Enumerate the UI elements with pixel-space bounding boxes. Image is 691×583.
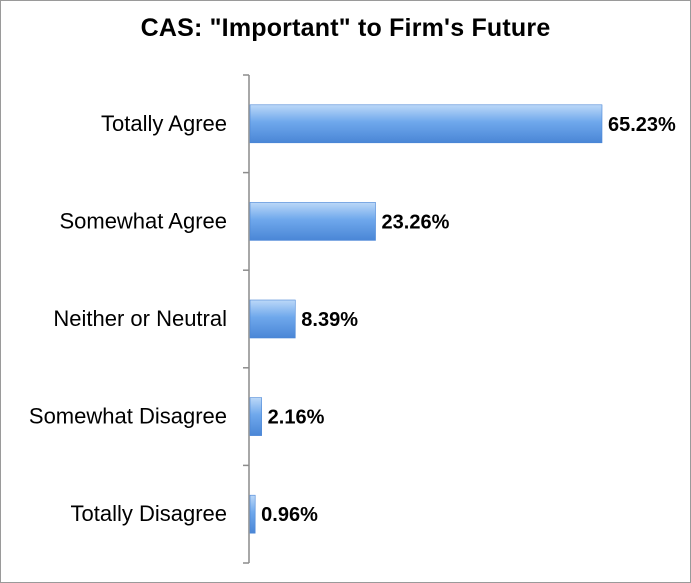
data-label: 8.39% xyxy=(301,309,358,331)
bar xyxy=(249,299,296,339)
data-label: 2.16% xyxy=(268,407,325,429)
data-label: 23.26% xyxy=(382,211,450,233)
data-label: 0.96% xyxy=(261,504,318,526)
bar xyxy=(249,104,603,144)
bar xyxy=(249,494,256,534)
category-label: Neither or Neutral xyxy=(53,306,227,331)
category-label: Totally Agree xyxy=(101,111,227,136)
category-label: Totally Disagree xyxy=(70,501,227,526)
category-label: Somewhat Disagree xyxy=(29,404,227,429)
bar xyxy=(249,202,376,241)
category-label: Somewhat Agree xyxy=(59,208,227,233)
bar xyxy=(249,397,262,436)
chart-title: CAS: "Important" to Firm's Future xyxy=(140,14,551,42)
data-label: 65.23% xyxy=(608,114,676,136)
